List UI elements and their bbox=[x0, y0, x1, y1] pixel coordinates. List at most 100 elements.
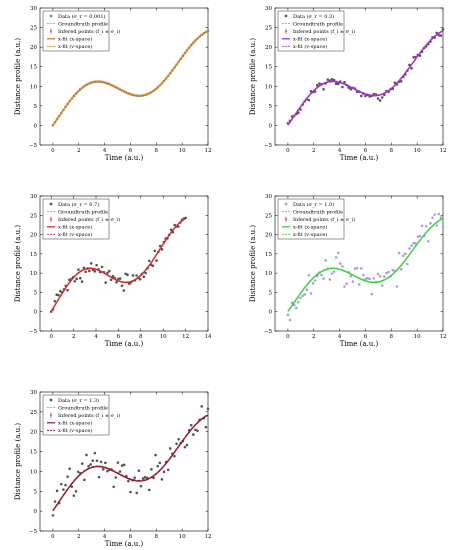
y-tick-label: 15 bbox=[265, 252, 272, 258]
legend-label: x-fit (x-space) bbox=[58, 420, 92, 427]
x-fit-v-space-line bbox=[52, 29, 209, 125]
data-point bbox=[403, 252, 407, 256]
plot-frame bbox=[274, 195, 444, 332]
y-tick-label: 25 bbox=[265, 213, 272, 219]
y-tick-label: 25 bbox=[30, 26, 37, 32]
data-point bbox=[431, 216, 434, 220]
data-point bbox=[169, 228, 173, 232]
data-point bbox=[334, 256, 338, 259]
data-point bbox=[326, 78, 330, 81]
data-point bbox=[433, 213, 436, 216]
legend-box bbox=[42, 394, 110, 436]
data-point bbox=[85, 453, 88, 457]
data-point bbox=[397, 251, 401, 255]
plot-frame bbox=[39, 391, 209, 532]
data-point bbox=[435, 224, 439, 227]
x-tick-label: 2 bbox=[312, 148, 316, 154]
legend-label: Data (σ_r = 1.3) bbox=[58, 397, 99, 404]
legend-label: x-fit (v-space) bbox=[58, 427, 92, 434]
y-tick-label: 20 bbox=[30, 430, 37, 436]
data-point bbox=[68, 467, 71, 471]
x-tick-label: 10 bbox=[414, 148, 421, 154]
y-tick-label: 10 bbox=[30, 84, 37, 90]
data-point bbox=[343, 285, 346, 288]
x-axis-label: Time (a.u.) bbox=[340, 340, 379, 348]
data-point bbox=[429, 222, 432, 225]
data-point bbox=[91, 459, 95, 463]
data-point bbox=[106, 469, 109, 473]
x-axis-label: Time (a.u.) bbox=[105, 540, 144, 548]
data-point bbox=[66, 288, 69, 292]
legend-label: Infered points (f_i ± σ_i) bbox=[293, 28, 355, 35]
data-point bbox=[364, 94, 367, 98]
data-point bbox=[147, 259, 151, 263]
data-point bbox=[393, 81, 397, 84]
x-tick-label: 6 bbox=[117, 334, 121, 340]
y-tick-label: 20 bbox=[265, 233, 272, 239]
data-point bbox=[122, 289, 126, 292]
data-point bbox=[88, 269, 91, 273]
legend-data-marker bbox=[49, 14, 53, 18]
y-tick-label: 10 bbox=[30, 469, 37, 475]
data-point bbox=[118, 277, 122, 280]
legend-label: x-fit (v-space) bbox=[58, 43, 92, 50]
data-point bbox=[108, 269, 111, 273]
data-point bbox=[322, 277, 325, 280]
y-tick-label: 15 bbox=[265, 65, 272, 71]
data-point bbox=[410, 67, 413, 70]
x-tick-label: 6 bbox=[364, 334, 368, 340]
legend-label: Groundtruth profile bbox=[58, 21, 108, 27]
legend-label: Groundtruth profile bbox=[58, 405, 108, 411]
legend-data-marker bbox=[49, 398, 53, 402]
data-point bbox=[93, 451, 97, 455]
y-tick-label: 15 bbox=[30, 65, 37, 71]
legend-data-marker bbox=[284, 14, 288, 18]
x-tick-label: 4 bbox=[103, 148, 107, 154]
legend-infer-marker bbox=[285, 218, 287, 220]
x-tick-label: 6 bbox=[129, 148, 133, 154]
data-point bbox=[87, 464, 90, 468]
data-point bbox=[368, 277, 371, 281]
data-point bbox=[320, 273, 323, 277]
data-point bbox=[301, 294, 304, 298]
data-point bbox=[339, 262, 342, 265]
x-tick-label: 10 bbox=[179, 534, 186, 540]
chart-panel-1: 0 2 4 6 8 10 12 −5 0 5 10 15 20 25 30 Time (a.u.) Distan… bbox=[14, 6, 212, 162]
y-tick-label: 25 bbox=[265, 26, 272, 32]
x-tick-label: 4 bbox=[338, 334, 342, 340]
x-tick-label: 12 bbox=[182, 334, 189, 340]
data-point bbox=[143, 475, 147, 479]
chart-panel-5: 0 2 4 6 8 10 12 −5 0 5 10 15 20 25 30 Time (a.u.) Distan… bbox=[14, 390, 212, 548]
data-point bbox=[118, 470, 122, 473]
data-point bbox=[364, 277, 367, 281]
data-point bbox=[122, 463, 126, 467]
x-fit-v-space-line bbox=[50, 217, 186, 312]
y-tick-label: 5 bbox=[34, 489, 38, 495]
y-tick-label: 0 bbox=[269, 310, 273, 316]
data-point bbox=[72, 494, 76, 497]
y-tick-label: 0 bbox=[34, 123, 38, 129]
data-point bbox=[97, 475, 101, 479]
y-tick-label: −5 bbox=[264, 143, 273, 149]
y-tick-label: 15 bbox=[30, 450, 37, 456]
y-tick-label: 5 bbox=[34, 290, 38, 296]
data-point bbox=[109, 278, 113, 282]
y-tick-label: 0 bbox=[34, 509, 38, 515]
data-point bbox=[206, 407, 210, 411]
y-tick-label: 10 bbox=[265, 271, 272, 277]
data-point bbox=[194, 428, 197, 432]
y-tick-label: −5 bbox=[29, 143, 38, 149]
data-point bbox=[104, 461, 107, 465]
data-point bbox=[399, 79, 403, 83]
data-point bbox=[416, 235, 420, 238]
data-point bbox=[345, 282, 348, 286]
data-point bbox=[307, 98, 311, 102]
x-tick-label: 12 bbox=[205, 534, 212, 540]
data-point bbox=[401, 254, 405, 258]
data-point bbox=[80, 280, 84, 283]
data-point bbox=[55, 489, 59, 493]
legend-label: x-fit (x-space) bbox=[58, 36, 92, 43]
legend-box bbox=[277, 10, 345, 52]
data-point bbox=[359, 267, 363, 270]
